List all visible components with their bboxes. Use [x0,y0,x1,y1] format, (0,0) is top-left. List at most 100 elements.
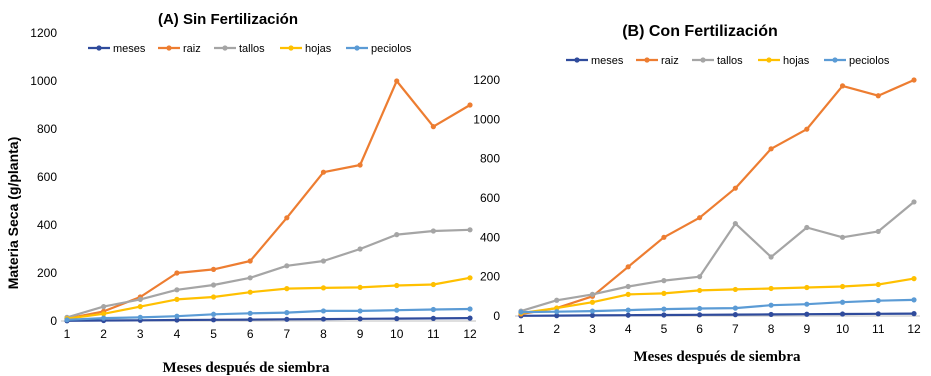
chart-a-point-peciolos [394,307,400,313]
chart-b-point-meses [804,311,810,317]
chart-b-point-raiz [661,234,667,240]
chart-b-y-tick-label: 0 [493,309,500,323]
chart-b-x-axis-label: Meses después de siembra [633,349,801,365]
chart-b-point-raiz [697,215,703,221]
chart-b-x-tick-label: 9 [803,322,810,336]
chart-a-point-peciolos [467,306,473,312]
chart-b-series-line-peciolos [520,298,915,314]
chart-a-series [64,78,473,324]
chart-a-series-line-meses [66,317,471,322]
chart-a-legend-label: tallos [239,43,265,55]
chart-b-x-tick-label: 8 [768,322,775,336]
chart-b-legend-item-raiz: raiz [636,55,679,67]
chart-b-point-hojas [589,299,596,305]
chart-a-point-peciolos [430,306,436,313]
chart-a-legend-marker [288,45,294,51]
chart-b-y-tick-label: 200 [480,270,500,284]
chart-a-x-tick-label: 2 [100,327,107,341]
chart-a-x-tick-label: 7 [283,327,290,341]
chart-b-point-peciolos [518,309,524,315]
chart-a-point-meses [210,317,217,323]
chart-a-series-line-peciolos [66,307,471,321]
chart-b-x-tick-label: 3 [589,322,596,336]
chart-b-point-raiz [875,93,881,99]
chart-b-point-hojas [804,284,810,291]
chart-a-point-hojas [210,294,217,300]
chart-a-point-tallos [284,263,290,269]
chart-b-x-tick-label: 2 [553,322,560,336]
chart-a-point-tallos [357,246,363,252]
chart-b-point-hojas [625,291,631,297]
chart-a-legend-item-meses: meses [88,43,146,55]
chart-a-x-tick-label: 4 [174,327,181,341]
chart-a-point-meses [247,316,253,323]
chart-a-point-peciolos [357,308,363,314]
chart-b-point-meses [875,311,881,317]
chart-a-point-raiz [284,215,290,221]
chart-a-point-tallos [320,258,327,264]
chart-a-point-raiz [467,102,473,108]
chart-a: (A) Sin Fertilización Materia Seca (g/pl… [5,11,477,376]
chart-b-point-tallos [911,199,917,205]
chart-a-y-tick-label: 400 [37,218,57,232]
chart-b-point-meses [839,311,846,317]
chart-a-x-axis-label: Meses después de siembra [162,360,330,376]
chart-a-point-peciolos [101,315,107,321]
chart-b-point-peciolos [804,301,810,307]
chart-b-point-hojas [697,287,703,294]
chart-a-x-tick-label: 12 [463,327,477,341]
chart-b-point-meses [554,313,560,319]
chart-a-x-tick-label: 8 [320,327,327,341]
chart-b-x-tick-label: 4 [625,322,632,336]
chart-a-point-raiz [394,78,400,84]
chart-a-y-tick-label: 200 [37,266,57,280]
chart-a-y-tick-label: 1200 [30,26,57,40]
chart-a-point-peciolos [284,310,290,316]
chart-b-point-hojas [839,283,846,290]
chart-a-point-hojas [394,282,400,289]
chart-b-x-tick-label: 6 [696,322,703,336]
chart-b-point-peciolos [768,302,774,308]
chart-b-legend-label: hojas [783,55,810,67]
chart-b-series [518,77,917,319]
chart-b-y-tick-label: 800 [480,152,500,166]
chart-b-x-tick-label: 5 [661,322,668,336]
chart-a-x-tick-label: 10 [390,327,404,341]
chart-b-point-raiz [732,185,738,191]
chart-b-point-tallos [732,220,738,227]
chart-b-x-tick-label: 11 [872,322,885,336]
chart-b-legend-marker [644,57,650,63]
chart-a-legend-item-tallos: tallos [214,43,265,55]
chart-b-point-tallos [625,283,631,290]
chart-b-point-tallos [839,234,846,240]
chart-b-point-tallos [804,224,810,231]
chart-b-point-peciolos [625,307,631,313]
chart-b-point-raiz [768,146,774,152]
chart-b-point-tallos [661,278,667,284]
chart-a-legend-marker [354,45,360,51]
chart-a-point-peciolos [320,308,327,314]
chart-b-point-meses [589,312,596,319]
chart-a-point-raiz [247,258,253,264]
chart-b-point-hojas [911,276,917,282]
chart-b-legend-item-tallos: tallos [692,55,743,67]
chart-a-series-line-raiz [66,79,471,320]
chart-b-point-tallos [589,291,596,297]
chart-a-legend-label: peciolos [371,43,412,55]
chart-b-point-tallos [554,297,560,303]
chart-a-point-raiz [174,270,180,276]
chart-b-point-hojas [875,281,881,288]
chart-a-point-peciolos [210,311,217,317]
chart-a-point-hojas [137,304,143,310]
chart-b-point-raiz [839,83,846,89]
chart-a-point-raiz [320,169,327,175]
chart-a-point-meses [394,316,400,322]
chart-a-y-tick-label: 800 [37,122,57,136]
chart-b-legend-label: peciolos [849,55,890,67]
chart-b-series-line-tallos [520,201,915,313]
chart-b-x-tick-label: 7 [732,322,739,336]
chart-b-point-raiz [911,77,917,83]
chart-b-point-meses [697,312,703,318]
